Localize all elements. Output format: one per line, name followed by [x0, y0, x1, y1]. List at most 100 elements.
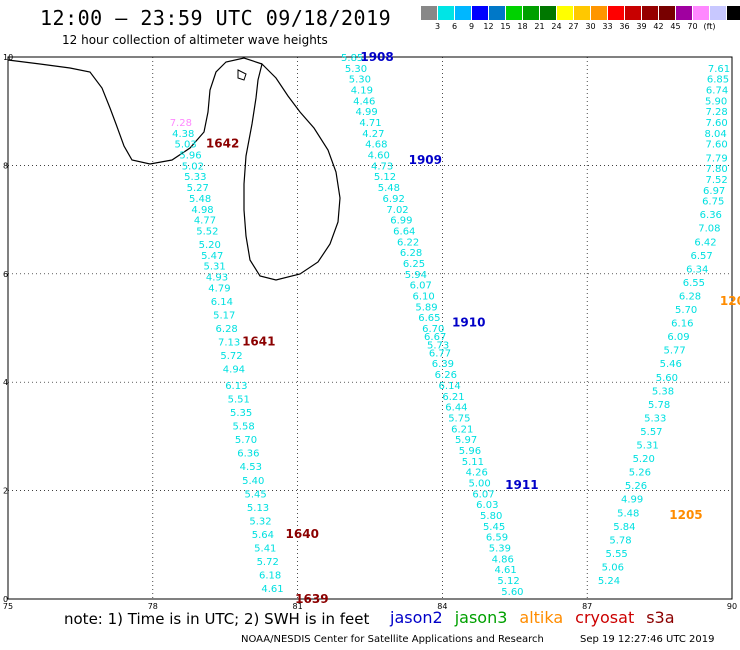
wave-height-value: 7.61 — [708, 64, 730, 75]
color-legend-label: 42 — [653, 22, 664, 31]
satellite-legend: jason2 jason3 altika cryosat s3a — [390, 608, 675, 627]
footnote-text: note: 1) Time is in UTC; 2) SWH is in fe… — [64, 610, 370, 628]
wave-height-value: 5.48 — [617, 508, 639, 519]
wave-height-value: 5.32 — [249, 516, 271, 527]
wave-height-value: 6.07 — [472, 489, 494, 500]
wave-height-value: 7.52 — [705, 175, 727, 186]
wave-height-value: 6.36 — [237, 449, 259, 460]
wave-height-value: 5.20 — [199, 240, 221, 251]
wave-height-value: 5.80 — [480, 511, 502, 522]
wave-height-value: 5.00 — [468, 478, 490, 489]
color-legend-label: 15 — [500, 22, 511, 31]
wave-height-value: 6.85 — [707, 75, 729, 86]
wave-height-value: 5.52 — [196, 226, 218, 237]
wave-height-value: 6.18 — [259, 571, 281, 582]
wave-height-value: 6.09 — [667, 332, 689, 343]
wave-height-value: 6.70 — [422, 324, 444, 335]
color-legend-label: 30 — [585, 22, 596, 31]
color-swatch — [506, 6, 523, 20]
wave-height-value: 5.90 — [705, 96, 727, 107]
axis-tick-labels: 75 78 81 84 87 90 0 2 4 6 8 10 — [3, 53, 737, 611]
legend-jason2: jason2 — [390, 608, 443, 627]
wave-height-value: 5.17 — [213, 310, 235, 321]
x-tick-label: 78 — [148, 602, 158, 611]
wave-height-value: 5.11 — [462, 457, 484, 468]
footnote: note: 1) Time is in UTC; 2) SWH is in fe… — [64, 610, 369, 628]
satellite-tracks: 5.855.305.304.194.464.994.714.274.684.60… — [170, 50, 740, 606]
wave-height-value: 6.13 — [225, 381, 247, 392]
wave-height-value: 4.99 — [356, 107, 378, 118]
wave-height-value: 6.25 — [403, 259, 425, 270]
wave-height-value: 5.27 — [187, 183, 209, 194]
wave-height-value: 5.60 — [501, 587, 523, 598]
pass-time-label: 1639 — [295, 592, 328, 606]
wave-height-value: 6.21 — [451, 424, 473, 435]
color-legend-label: 6 — [451, 22, 458, 31]
wave-height-value: 5.30 — [349, 75, 371, 86]
color-legend-label: 3 — [434, 22, 441, 31]
wave-height-value: 5.06 — [602, 562, 624, 573]
color-legend — [421, 6, 740, 20]
wave-height-value: 6.36 — [700, 210, 722, 221]
credit-text: NOAA/NESDIS Center for Satellite Applica… — [241, 634, 544, 645]
wave-height-value: 5.31 — [636, 441, 658, 452]
wave-height-value: 7.02 — [386, 205, 408, 216]
y-tick-label: 2 — [3, 487, 8, 496]
wave-height-value: 5.64 — [252, 530, 274, 541]
color-legend-label: 18 — [517, 22, 528, 31]
wave-height-value: 5.84 — [613, 522, 635, 533]
track-jason3: 7.616.856.745.907.287.608.047.607.797.80… — [598, 64, 740, 587]
wave-height-value: 5.70 — [675, 305, 697, 316]
wave-height-value: 5.96 — [459, 446, 481, 457]
color-swatch — [489, 6, 506, 20]
legend-cryosat: cryosat — [575, 608, 635, 627]
wave-height-value: 5.13 — [247, 503, 269, 514]
wave-height-value: 6.21 — [442, 392, 464, 403]
wave-height-value: 4.27 — [362, 129, 384, 140]
wave-height-value: 4.26 — [466, 468, 488, 479]
wave-height-value: 4.98 — [191, 205, 213, 216]
x-tick-label: 87 — [582, 602, 592, 611]
wave-height-value: 5.94 — [405, 270, 427, 281]
wave-height-value: 5.46 — [660, 359, 682, 370]
wave-height-value: 5.31 — [203, 262, 225, 273]
color-legend-label: 33 — [602, 22, 613, 31]
wave-height-value: 6.14 — [211, 297, 233, 308]
wave-height-value: 5.78 — [609, 535, 631, 546]
wave-height-value: 5.60 — [656, 373, 678, 384]
wave-height-value: 5.72 — [220, 351, 242, 362]
wave-height-value: 5.75 — [448, 413, 470, 424]
color-legend-label: 12 — [483, 22, 494, 31]
wave-height-value: 5.40 — [242, 476, 264, 487]
wave-height-value: 6.67 — [424, 332, 446, 343]
wave-height-value: 7.79 — [705, 153, 727, 164]
legend-s3a: s3a — [646, 608, 675, 627]
color-legend-label: 45 — [670, 22, 681, 31]
wave-height-value: 6.42 — [694, 237, 716, 248]
wave-height-value: 6.97 — [703, 186, 725, 197]
wave-height-value: 4.71 — [359, 118, 381, 129]
coastline — [7, 57, 341, 281]
wave-height-value: 5.35 — [230, 408, 252, 419]
color-swatch — [642, 6, 659, 20]
color-swatch — [421, 6, 438, 20]
pass-time-label: 1909 — [409, 153, 442, 167]
y-tick-label: 8 — [3, 161, 8, 170]
wave-height-value: 7.60 — [705, 140, 727, 151]
color-swatch — [693, 6, 710, 20]
color-swatch — [557, 6, 574, 20]
y-tick-label: 6 — [3, 270, 8, 279]
wave-height-value: 7.08 — [698, 224, 720, 235]
wave-height-value: 6.99 — [390, 216, 412, 227]
wave-height-value: 6.07 — [410, 281, 432, 292]
wave-height-value: 6.44 — [445, 403, 467, 414]
wave-height-value: 5.03 — [175, 140, 197, 151]
wave-height-value: 5.33 — [644, 413, 666, 424]
track-jason2: 5.855.305.304.194.464.994.714.274.684.60… — [341, 50, 539, 598]
color-legend-label: 36 — [619, 22, 630, 31]
color-legend-label: 21 — [534, 22, 545, 31]
wave-height-value: 6.26 — [435, 370, 457, 381]
legend-altika: altika — [519, 608, 564, 627]
pass-time-label: 120 — [720, 294, 740, 308]
wave-height-value: 5.45 — [245, 489, 267, 500]
